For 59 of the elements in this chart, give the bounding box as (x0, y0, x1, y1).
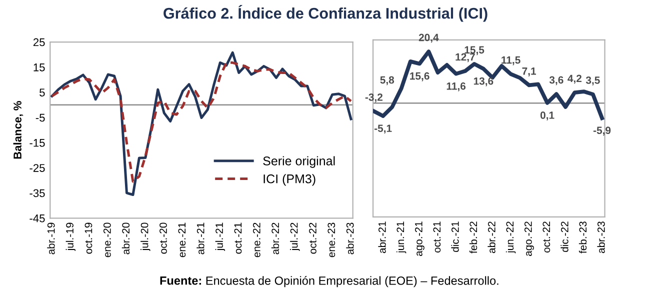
x-tick-label: ago.-21 (414, 222, 424, 256)
data-label: 4,2 (568, 74, 582, 84)
y-tick-label: -5 (36, 114, 45, 122)
x-tick-label: oct.-22 (309, 222, 316, 254)
x-tick-label: jul.-19 (66, 222, 76, 251)
x-tick-label: abr.-21 (378, 222, 386, 254)
x-tick-label: oct.-21 (433, 222, 441, 253)
data-label: 0,1 (540, 112, 554, 120)
data-label: 13,6 (474, 77, 494, 86)
data-label: 11,5 (502, 56, 520, 66)
x-tick-label: ene.-20 (103, 222, 111, 258)
x-tick-label: jul.-20 (140, 222, 150, 251)
data-label: 15,6 (410, 72, 430, 82)
data-label: 15,5 (464, 46, 484, 56)
data-label: 11,6 (446, 82, 466, 92)
x-tick-label: feb.-22 (469, 222, 478, 254)
x-tick-label: abr.-22 (488, 222, 496, 254)
legend-label: Serie original (263, 156, 335, 168)
x-tick-label: oct.-20 (160, 222, 167, 254)
x-tick-label: ene.-22 (252, 222, 260, 258)
x-tick-label: ene.-23 (328, 222, 336, 258)
y-tick-label: -15 (30, 139, 45, 147)
x-tick-label: abr.-20 (122, 222, 130, 254)
y-tick-label: -45 (30, 214, 45, 222)
data-label: 7,1 (522, 68, 536, 76)
y-tick-label: 25 (33, 38, 45, 46)
x-tick-label: abr.-19 (47, 222, 55, 254)
y-tick-label: 15 (34, 64, 45, 72)
data-label: 20,4 (418, 34, 439, 43)
chart-title: Gráfico 2. Índice de Confianza Industrial (ICI) (164, 5, 488, 22)
x-tick-label: dic.-21 (451, 222, 459, 252)
data-label: 5,8 (380, 76, 394, 86)
x-tick-label: abr.-23 (346, 222, 354, 254)
x-tick-label: abr.-23 (597, 222, 605, 254)
data-label: -5,9 (593, 126, 611, 136)
data-label: -3,2 (365, 93, 382, 102)
y-tick-label: -25 (30, 164, 45, 172)
data-label: -5,1 (374, 124, 392, 134)
x-tick-label: feb.-23 (578, 222, 587, 254)
x-tick-label: ene.-21 (178, 222, 186, 258)
x-tick-label: oct.-19 (84, 222, 92, 254)
x-tick-label: jul.-21 (215, 222, 226, 251)
x-tick-label: ago.-22 (524, 222, 534, 256)
x-tick-label: oct.-21 (234, 222, 242, 254)
x-tick-label: jun.-21 (396, 222, 406, 254)
x-tick-label: abr.-22 (271, 222, 280, 254)
x-tick-label: oct.-22 (542, 222, 550, 253)
data-label: 3,6 (549, 76, 564, 86)
y-tick-label: 5 (40, 88, 45, 96)
data-label: 3,5 (586, 76, 600, 86)
y-tick-label: -35 (30, 189, 45, 198)
y-axis-title: Balance, % (13, 101, 24, 159)
x-tick-label: dic.-22 (560, 222, 568, 252)
x-tick-label: abr.-21 (196, 222, 204, 254)
x-tick-label: jun.-22 (506, 222, 516, 254)
source-note: Fuente: Encuesta de Opinión Empresarial (EOE) – Fedesarrollo. (160, 276, 498, 288)
legend-label: ICI (PM3) (264, 174, 316, 186)
data-label: 12,7 (456, 53, 475, 62)
x-tick-label: jul.-22 (290, 222, 300, 251)
